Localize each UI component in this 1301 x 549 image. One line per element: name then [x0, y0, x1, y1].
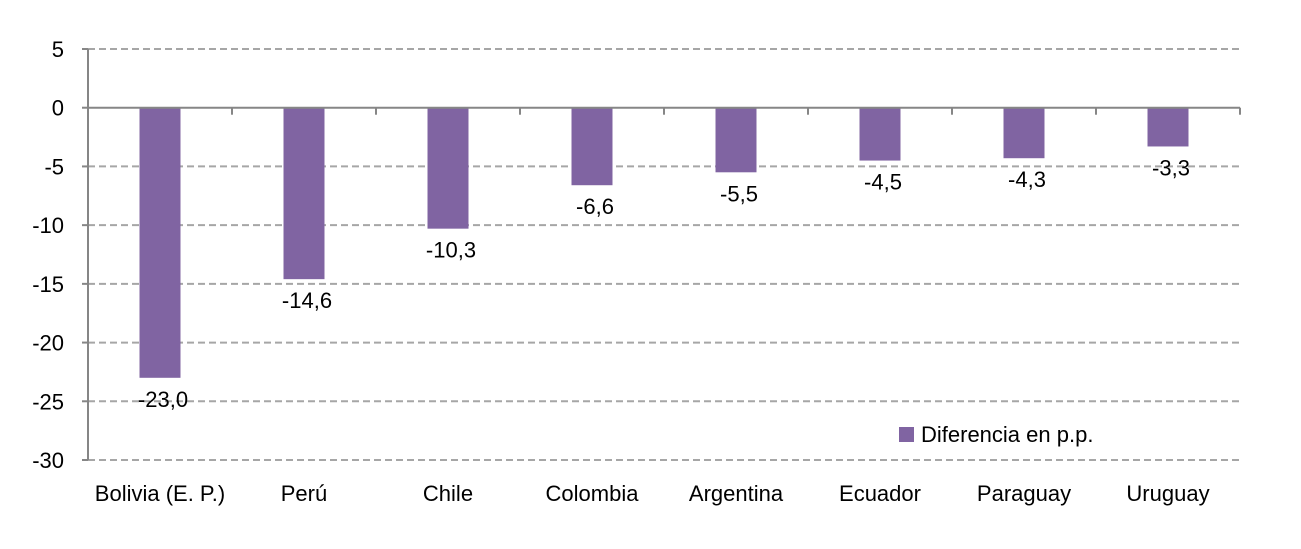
category-label: Ecuador [839, 481, 921, 506]
bar [859, 107, 901, 161]
data-label: -3,3 [1152, 155, 1190, 180]
bar [427, 107, 469, 229]
bar [571, 107, 613, 186]
gridlines [88, 48, 1240, 461]
category-label: Paraguay [977, 481, 1071, 506]
y-tick-label: -15 [32, 272, 64, 297]
data-label: -4,5 [864, 170, 902, 195]
y-tick-label: 5 [52, 37, 64, 62]
bar [139, 107, 181, 378]
y-tick-label: -10 [32, 213, 64, 238]
bar [1003, 107, 1045, 159]
legend-label: Diferencia en p.p. [921, 422, 1093, 447]
category-label: Perú [281, 481, 327, 506]
y-tick-label: 0 [52, 96, 64, 121]
category-label: Chile [423, 481, 473, 506]
category-label: Colombia [546, 481, 640, 506]
category-label: Bolivia (E. P.) [95, 481, 225, 506]
bar [715, 107, 757, 173]
y-tick-label: -30 [32, 448, 64, 473]
y-tick-label: -20 [32, 331, 64, 356]
bars [139, 107, 1189, 378]
data-label: -6,6 [576, 194, 614, 219]
y-axis: 5 0 -5 -10 -15 -20 -25 -30 [32, 37, 89, 473]
data-label: -23,0 [138, 387, 188, 412]
category-label: Uruguay [1126, 481, 1209, 506]
legend: Diferencia en p.p. [899, 422, 1093, 447]
data-label: -4,3 [1008, 167, 1046, 192]
data-label: -14,6 [282, 288, 332, 313]
data-label: -10,3 [426, 238, 476, 263]
x-axis [87, 106, 1241, 115]
legend-swatch [899, 427, 914, 442]
bar [1147, 107, 1189, 147]
category-label: Argentina [689, 481, 784, 506]
data-labels: -23,0 -14,6 -10,3 -6,6 -5,5 -4,5 -4,3 -3,3 [138, 155, 1190, 411]
bar [283, 107, 325, 280]
category-labels: Bolivia (E. P.) Perú Chile Colombia Argentin… [95, 481, 1210, 506]
data-label: -5,5 [720, 181, 758, 206]
y-tick-label: -5 [44, 154, 64, 179]
y-tick-label: -25 [32, 389, 64, 414]
